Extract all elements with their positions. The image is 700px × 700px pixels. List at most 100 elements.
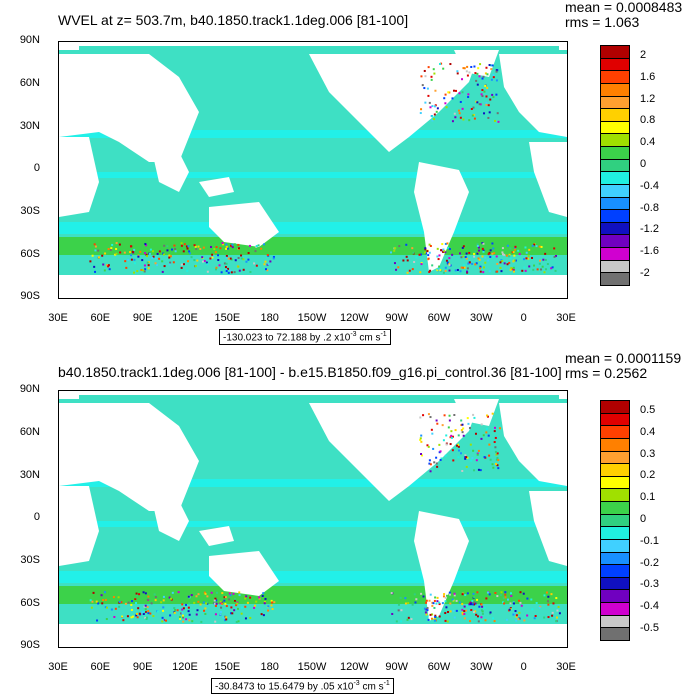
panel-1-colorbar-swatch	[600, 221, 630, 236]
panel-2-colorbar-swatch	[600, 589, 630, 604]
panel-1-field	[59, 46, 567, 298]
panel-2-colorbar-swatch	[600, 425, 630, 439]
panel-1-colorbar-swatch	[600, 133, 630, 148]
panel-1-lon-tick: 0	[520, 312, 527, 324]
panel-1-lon-tick: 150W	[297, 312, 327, 324]
panel-1-colorbar-label: 0	[640, 158, 647, 170]
panel-1-colorbar-swatch	[600, 146, 630, 160]
panel-1-lon-tick: 90W	[385, 312, 408, 324]
panel-2-colorbar-label: -0.2	[640, 556, 659, 569]
panel-1-mean: mean = 0.0008483	[565, 0, 683, 15]
panel-2-colorbar-swatch	[600, 437, 630, 452]
panel-2-colorbar-swatch	[600, 501, 630, 515]
panel-2-mean: mean = 0.0001159	[565, 350, 682, 366]
panel-1-colorbar: 2 1.6 1.2 0.8 0.4 0 -0.4 -0.8 -1.2 -1.6 -2	[600, 45, 680, 286]
panel-2-rms: rms = 0.2562	[565, 365, 648, 381]
panel-2-colorbar: 0.5 0.4 0.3 0.2 0.1 0 -0.1 -0.2 -0.3 -0.4 -0.5	[600, 400, 680, 641]
panel-2-colorbar-swatch	[600, 412, 630, 427]
panel-1-colorbar-swatch	[600, 209, 630, 223]
panel-1-lon-tick: 30E	[556, 312, 576, 324]
panel-1-colorbar-label: -0.4	[640, 179, 659, 192]
panel-1-lon-tick: 30W	[470, 312, 493, 324]
panel-1-rms: rms = 1.063	[565, 14, 640, 30]
panel-2-lat-tick: 30N	[19, 469, 40, 481]
panel-1-colorbar-label: -1.2	[640, 223, 659, 236]
panel-2-colorbar-label: -0.3	[640, 578, 659, 591]
panel-1-range-unit: cm s	[356, 332, 381, 344]
panel-2-lat-tick: 30S	[20, 554, 40, 566]
panel-1-title: WVEL at z= 503.7m, b40.1850.track1.1deg.…	[58, 12, 409, 28]
panel-2-range-unit: cm s	[359, 681, 384, 693]
panel-1-colorbar-label: 0.8	[640, 114, 656, 127]
panel-2-lat-tick: 90N	[19, 383, 40, 395]
panel-2-colorbar-swatch	[600, 488, 630, 503]
panel-2-lon-tick: 120E	[172, 661, 198, 673]
panel-2-lon-tick: 120W	[339, 661, 369, 673]
panel-1-range-text: -130.023 to 72.188 by .2 x10	[223, 332, 351, 344]
panel-2-lon-tick: 30W	[470, 661, 493, 673]
panel-2-lon-tick: 30E	[48, 661, 68, 673]
panel-2-colorbar-swatch	[600, 564, 630, 578]
panel-2-lon-tick: 90W	[385, 661, 408, 673]
panel-2-range-text: -30.8473 to 15.6479 by .05 x10	[215, 681, 354, 693]
panel-2-lon-tick: 150E	[214, 661, 241, 673]
panel-2-lat-tick: 90S	[20, 639, 40, 651]
panel-2-colorbar-label: -0.1	[640, 534, 659, 547]
panel-1-colorbar-swatch	[600, 95, 630, 110]
panel-2-colorbar-swatch	[600, 551, 630, 566]
panel-1-colorbar-swatch	[600, 108, 630, 122]
panel-2-lat-tick: 0	[33, 511, 40, 523]
panel-2-colorbar-label: 0	[640, 513, 647, 525]
panel-2-colorbar-label: -0.5	[640, 622, 659, 635]
panel-1-colorbar-swatch	[600, 247, 630, 261]
panel-2-lon-tick: 180	[260, 661, 279, 673]
panel-2-colorbar-label: 0.3	[640, 447, 656, 460]
panel-2-lon-tick: 60W	[427, 661, 451, 673]
panel-1-lat-tick: 60N	[19, 77, 40, 89]
panel-1-range-unit-exp: -1	[380, 331, 387, 338]
panel-2-colorbar-label: -0.4	[640, 600, 659, 613]
panel-2-field	[59, 395, 567, 647]
panel-1-colorbar-swatch	[600, 45, 630, 59]
panel-1-lon-tick: 180	[260, 312, 279, 324]
panel-1-lon-tick: 60E	[90, 312, 111, 324]
panel-1-colorbar-label: -1.6	[640, 245, 659, 258]
panel-1-lon-tick: 90E	[132, 312, 153, 324]
panel-1-lon-tick: 120W	[339, 312, 369, 324]
panel-1-colorbar-swatch	[600, 171, 630, 185]
panel-2-title: b40.1850.track1.1deg.006 [81-100] - b.e1…	[58, 364, 562, 380]
panel-2-colorbar-swatch	[600, 538, 630, 553]
panel-2-colorbar-label: 0.4	[640, 425, 656, 438]
panel-1-colorbar-label: 1.6	[640, 70, 656, 83]
panel-1-colorbar-label: -0.8	[640, 201, 659, 214]
panel-1-colorbar-swatch	[600, 183, 630, 198]
panel-1-lat-tick: 0	[33, 162, 40, 174]
panel-1-contour-range: -130.023 to 72.188 by .2 x10-3 cm s-1	[219, 329, 391, 346]
panel-2-lon-tick: 90E	[132, 661, 153, 673]
panel-1-colorbar-swatch	[600, 70, 630, 84]
panel-1-range-exp: -3	[350, 331, 357, 338]
panel-2-colorbar-swatch	[600, 450, 630, 465]
panel-2-contour-range: -30.8473 to 15.6479 by .05 x10-3 cm s-1	[211, 678, 394, 695]
panel-2-colorbar-label: 0.2	[640, 469, 656, 482]
panel-2-colorbar-swatch	[600, 463, 630, 477]
panel-2-range-unit-exp: -1	[383, 680, 390, 687]
panel-2-colorbar-swatch	[600, 602, 630, 616]
panel-2-colorbar-swatch	[600, 400, 630, 414]
panel-2-colorbar-label: 0.5	[640, 403, 656, 416]
panel-2-lon-tick: 60E	[90, 661, 111, 673]
panel-2-colorbar-swatch	[600, 614, 630, 629]
panel-2-colorbar-swatch	[600, 513, 630, 528]
panel-1-lat-tick: 30S	[20, 205, 40, 217]
panel-1-colorbar-swatch	[600, 196, 630, 211]
panel-1-colorbar-swatch	[600, 272, 630, 286]
panel-2-colorbar-swatch	[600, 627, 630, 641]
panel-1-lon-tick: 30E	[48, 312, 68, 324]
panel-1-colorbar-swatch	[600, 120, 630, 135]
panel-2-lat-tick: 60N	[19, 426, 40, 438]
panel-1-lat-tick: 60S	[20, 248, 40, 260]
panel-1-lon-tick: 60W	[427, 312, 451, 324]
panel-2-lon-tick: 0	[520, 661, 527, 673]
panel-1-colorbar-swatch	[600, 57, 630, 72]
panel-1-lat-tick: 90S	[20, 290, 40, 302]
